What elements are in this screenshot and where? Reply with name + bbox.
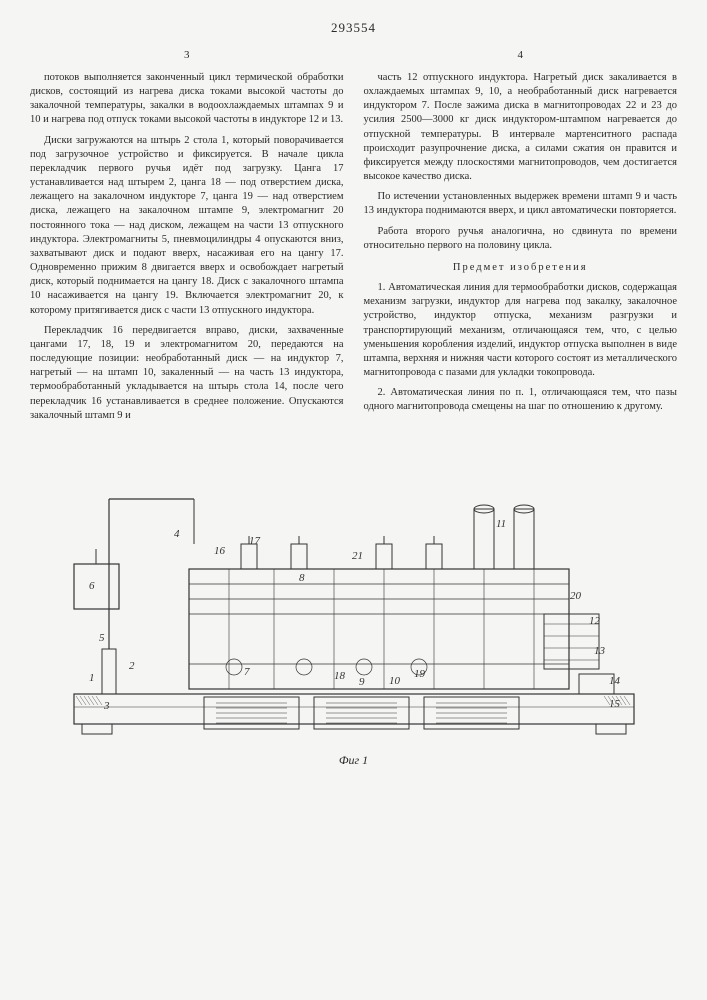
claim-2: 2. Автоматическая линия по п. 1, отличаю… bbox=[364, 386, 678, 414]
svg-text:21: 21 bbox=[352, 550, 363, 562]
svg-text:19: 19 bbox=[414, 668, 426, 680]
svg-text:9: 9 bbox=[359, 676, 365, 688]
column-left: 3 потоков выполняется законченный цикл т… bbox=[30, 48, 344, 429]
figure-1-diagram: 123456789101112131415161718192021 Фиг 1 bbox=[30, 449, 677, 768]
svg-text:20: 20 bbox=[570, 590, 582, 602]
patent-number: 293554 bbox=[30, 20, 677, 36]
svg-text:4: 4 bbox=[174, 528, 180, 540]
claims-title: Предмет изобретения bbox=[364, 261, 678, 275]
svg-text:2: 2 bbox=[129, 660, 135, 672]
svg-text:15: 15 bbox=[609, 698, 621, 710]
right-p2: По истечении установленных выдержек врем… bbox=[364, 190, 678, 218]
figure-caption: Фиг 1 bbox=[30, 753, 677, 768]
figure-svg: 123456789101112131415161718192021 bbox=[34, 449, 674, 749]
svg-text:1: 1 bbox=[89, 672, 95, 684]
svg-text:8: 8 bbox=[299, 572, 305, 584]
col-left-number: 3 bbox=[30, 48, 344, 63]
left-p3: Перекладчик 16 передвигается вправо, дис… bbox=[30, 324, 344, 423]
svg-text:17: 17 bbox=[249, 535, 261, 547]
svg-text:3: 3 bbox=[103, 700, 110, 712]
svg-text:16: 16 bbox=[214, 545, 226, 557]
left-p1: потоков выполняется законченный цикл тер… bbox=[30, 71, 344, 128]
svg-text:18: 18 bbox=[334, 670, 346, 682]
svg-text:13: 13 bbox=[594, 645, 606, 657]
svg-text:12: 12 bbox=[589, 615, 601, 627]
svg-text:5: 5 bbox=[99, 632, 105, 644]
text-columns: 3 потоков выполняется законченный цикл т… bbox=[30, 48, 677, 429]
svg-text:14: 14 bbox=[609, 675, 621, 687]
column-right: 4 часть 12 отпускного индуктора. Нагреты… bbox=[364, 48, 678, 429]
svg-text:11: 11 bbox=[496, 518, 506, 530]
col-right-number: 4 bbox=[364, 48, 678, 63]
right-p3: Работа второго ручья аналогична, но сдви… bbox=[364, 225, 678, 253]
left-p2: Диски загружаются на штырь 2 стола 1, ко… bbox=[30, 134, 344, 318]
svg-text:6: 6 bbox=[89, 580, 95, 592]
svg-text:7: 7 bbox=[244, 666, 250, 678]
claim-1: 1. Автоматическая линия для термообработ… bbox=[364, 281, 678, 380]
svg-text:10: 10 bbox=[389, 675, 401, 687]
right-p1: часть 12 отпускного индуктора. Нагретый … bbox=[364, 71, 678, 184]
